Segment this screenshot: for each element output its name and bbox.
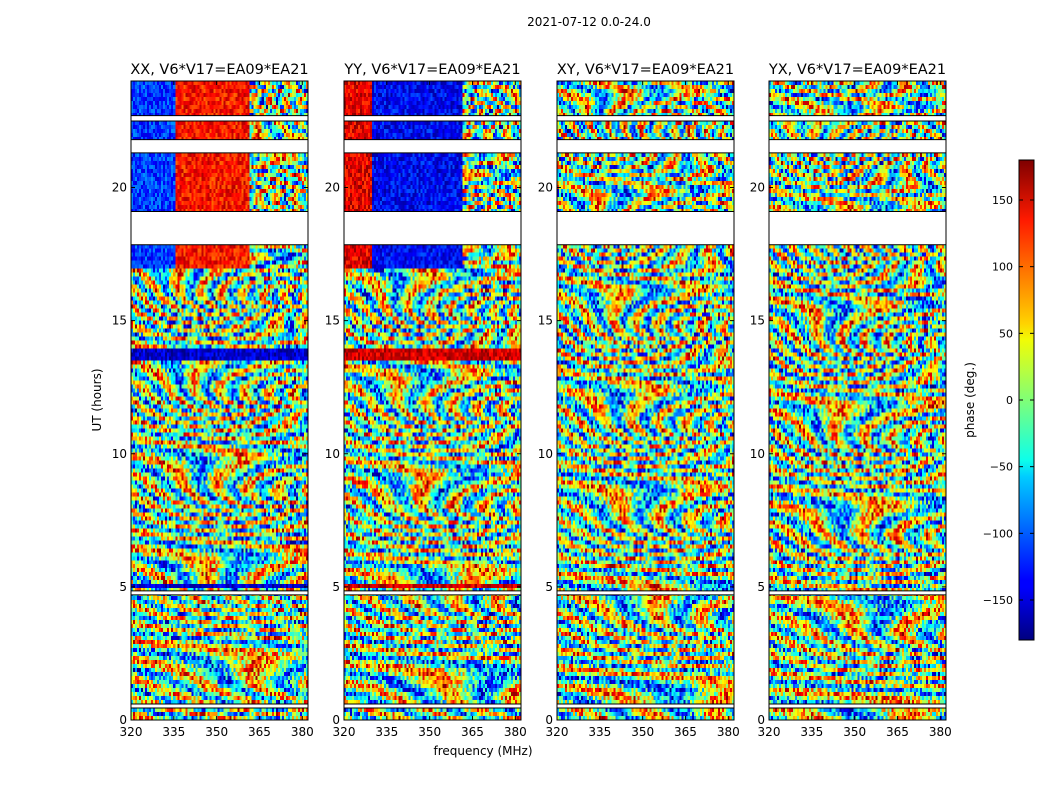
flagged-band [131, 211, 308, 245]
heatmap-image [557, 81, 734, 720]
y-tick-label: 20 [750, 181, 765, 195]
y-tick-label: 15 [325, 314, 340, 328]
y-tick-label: 10 [325, 447, 340, 461]
panel-title: YY, V6*V17=EA09*EA21 [343, 62, 520, 78]
panel-title: YX, V6*V17=EA09*EA21 [768, 62, 946, 78]
heatmap-image [131, 81, 308, 720]
flagged-band [769, 704, 946, 709]
panel-xx: XX, V6*V17=EA09*EA21 320 335 350 365 380 0 5 10 1… [112, 62, 314, 739]
x-tick-label: 365 [674, 725, 697, 739]
heatmap-image [344, 81, 521, 720]
axes-frame [768, 80, 947, 721]
flagged-band [769, 211, 946, 245]
x-tick-label: 380 [929, 725, 952, 739]
y-tick-label: 15 [538, 314, 553, 328]
y-tick-label: 0 [545, 713, 553, 727]
x-tick-label: 380 [504, 725, 527, 739]
x-tick-label: 350 [418, 725, 441, 739]
colorbar-tick-label: −50 [990, 461, 1013, 474]
x-tick-label: 380 [291, 725, 314, 739]
x-tick-label: 350 [843, 725, 866, 739]
colorbar-ticks: 150 100 50 0 −50 −100 −150 [983, 194, 1034, 607]
flagged-band [769, 139, 946, 153]
flagged-band [131, 115, 308, 121]
x-tick-label: 350 [631, 725, 654, 739]
colorbar: 150 100 50 0 −50 −100 −150 phase (deg.) [963, 159, 1035, 641]
y-tick-label: 0 [119, 713, 127, 727]
x-tick-label: 320 [120, 725, 143, 739]
colorbar-tick-label: 50 [999, 327, 1013, 340]
figure-suptitle: 2021-07-12 0.0-24.0 [527, 15, 651, 29]
x-tick-label: 335 [162, 725, 185, 739]
panel-title: XY, V6*V17=EA09*EA21 [557, 62, 734, 78]
y-tick-label: 5 [545, 580, 553, 594]
panels: XX, V6*V17=EA09*EA21 320 335 350 365 380 0 5 10 1… [112, 62, 952, 739]
colorbar-tick-label: 0 [1006, 394, 1013, 407]
flagged-band [344, 115, 521, 121]
flagged-band [344, 704, 521, 709]
flagged-band [557, 139, 734, 153]
y-tick-label: 5 [119, 580, 127, 594]
y-axis-label: UT (hours) [90, 368, 104, 431]
flagged-band [131, 139, 308, 153]
x-tick-label: 365 [886, 725, 909, 739]
y-tick-label: 20 [325, 181, 340, 195]
panel-title: XX, V6*V17=EA09*EA21 [130, 62, 308, 78]
y-tick-label: 15 [112, 314, 127, 328]
x-tick-label: 350 [205, 725, 228, 739]
x-tick-label: 365 [461, 725, 484, 739]
panel-yy: YY, V6*V17=EA09*EA21 320 335 350 365 380 0 5 10 1… [325, 62, 527, 739]
x-tick-label: 320 [333, 725, 356, 739]
flagged-band [344, 139, 521, 153]
x-tick-label: 335 [588, 725, 611, 739]
y-tick-label: 5 [757, 580, 765, 594]
y-tick-label: 0 [757, 713, 765, 727]
flagged-band [344, 590, 521, 595]
x-axis-label: frequency (MHz) [433, 744, 532, 758]
x-tick-label: 335 [375, 725, 398, 739]
heatmap-image [769, 81, 946, 720]
flagged-band [131, 704, 308, 709]
panel-yx: YX, V6*V17=EA09*EA21 320 335 350 365 380 0 5 10 1… [750, 62, 952, 739]
x-tick-label: 320 [758, 725, 781, 739]
y-tick-label: 5 [332, 580, 340, 594]
flagged-band [131, 590, 308, 595]
axes-frame [130, 80, 309, 721]
flagged-band [557, 115, 734, 121]
colorbar-tick-label: −150 [983, 594, 1013, 607]
x-tick-label: 380 [717, 725, 740, 739]
y-tick-label: 10 [538, 447, 553, 461]
y-tick-label: 20 [112, 181, 127, 195]
y-tick-label: 20 [538, 181, 553, 195]
flagged-band [557, 590, 734, 595]
flagged-band [344, 211, 521, 245]
x-tick-label: 320 [546, 725, 569, 739]
flagged-band [769, 115, 946, 121]
y-tick-label: 10 [750, 447, 765, 461]
axes-frame [343, 80, 522, 721]
y-tick-label: 15 [750, 314, 765, 328]
flagged-band [557, 211, 734, 245]
y-tick-label: 0 [332, 713, 340, 727]
y-tick-label: 10 [112, 447, 127, 461]
flagged-band [557, 704, 734, 709]
x-tick-label: 365 [248, 725, 271, 739]
colorbar-tick-label: −100 [983, 527, 1013, 540]
flagged-band [769, 590, 946, 595]
colorbar-label: phase (deg.) [963, 362, 977, 438]
colorbar-tick-label: 150 [992, 194, 1013, 207]
x-tick-label: 335 [800, 725, 823, 739]
panel-xy: XY, V6*V17=EA09*EA21 320 335 350 365 380 0 5 10 1… [538, 62, 740, 739]
colorbar-tick-label: 100 [992, 261, 1013, 274]
axes-frame [556, 80, 735, 721]
